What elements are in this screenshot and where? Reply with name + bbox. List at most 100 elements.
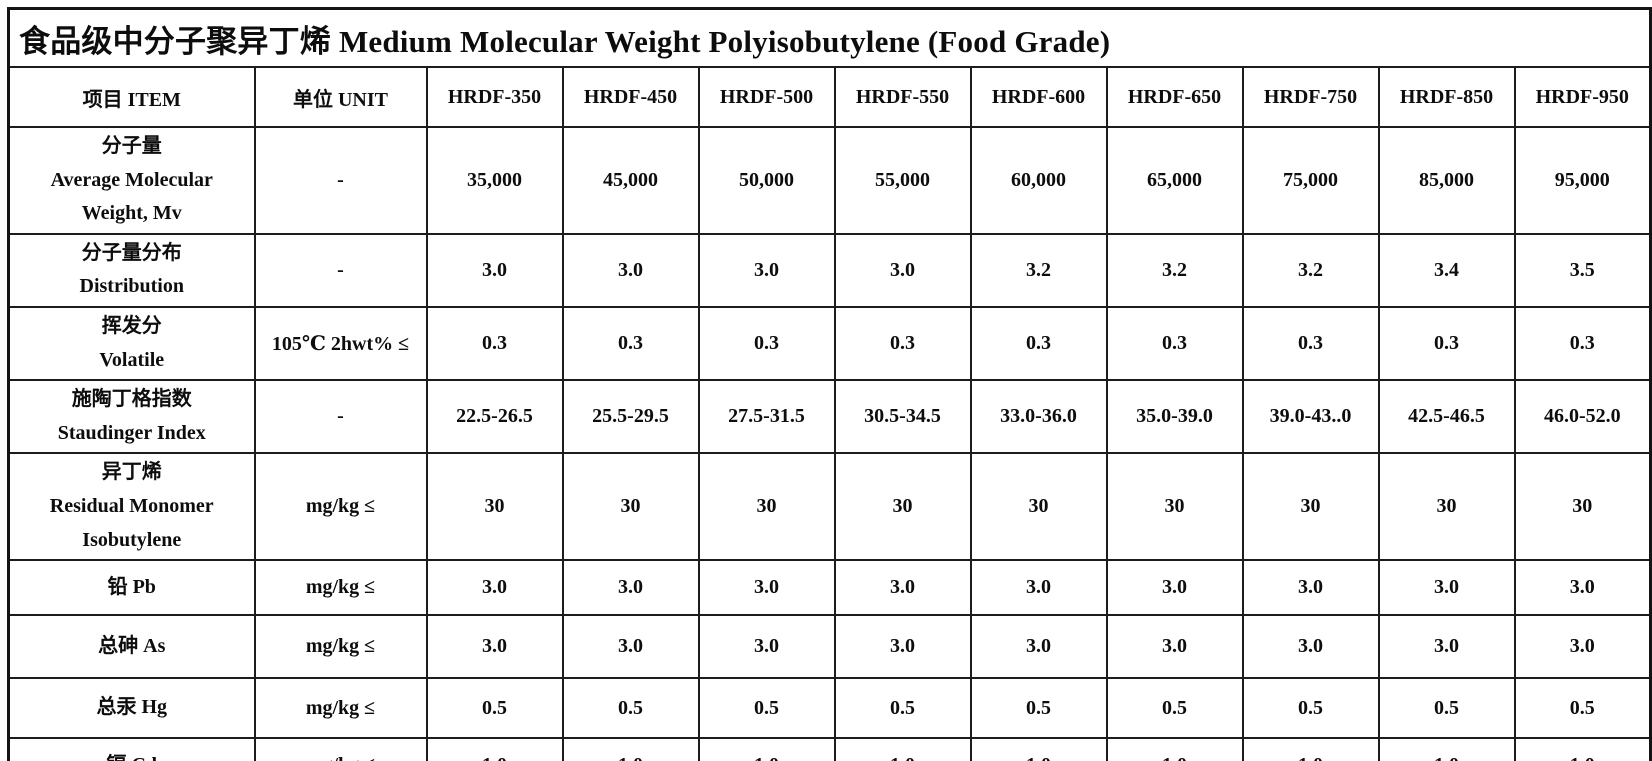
value-cell: 3.0 bbox=[697, 614, 836, 680]
value-cell: 3.0 bbox=[1377, 614, 1516, 680]
value-cell: 0.3 bbox=[1377, 305, 1516, 382]
table-row: 镉 Cdmg/kg ≤1.01.01.01.01.01.01.01.01.0 bbox=[7, 737, 1652, 761]
item-cell: 异丁烯 Residual Monomer Isobutylene bbox=[7, 452, 256, 562]
value-cell: 0.3 bbox=[697, 305, 836, 382]
unit-cell: - bbox=[253, 126, 428, 235]
value-cell: 3.0 bbox=[1513, 614, 1652, 680]
table-row: 总砷 As mg/kg ≤3.0 3.0 3.0 3.0 3.0 3.0 3.0 3.0 3.0 bbox=[7, 614, 1652, 680]
unit-cell: mg/kg ≤ bbox=[253, 452, 428, 562]
value-cell: 1.0 bbox=[561, 737, 700, 761]
title-row: 食品级中分子聚异丁烯 Medium Molecular Weight Polyi… bbox=[7, 7, 1652, 68]
unit-cell: 105℃ 2hwt% ≤ bbox=[253, 305, 428, 382]
column-header-1: 单位 UNIT bbox=[253, 66, 428, 128]
value-cell: 0.3 bbox=[1241, 305, 1380, 382]
value-cell: 35.0-39.0 bbox=[1105, 379, 1244, 455]
value-cell: 3.0 bbox=[833, 614, 972, 680]
value-cell: 3.4 bbox=[1377, 232, 1516, 308]
value-cell: 3.0 bbox=[561, 559, 700, 617]
value-cell: 45,000 bbox=[561, 126, 700, 235]
value-cell: 0.3 bbox=[561, 305, 700, 382]
value-cell: 30 bbox=[1241, 452, 1380, 562]
value-cell: 3.0 bbox=[561, 614, 700, 680]
item-label-line: 挥发分 bbox=[101, 314, 162, 337]
item-label-line: 施陶丁格指数 bbox=[71, 388, 192, 411]
value-cell: 0.3 bbox=[833, 305, 972, 382]
value-cell: 50,000 bbox=[697, 126, 836, 235]
column-header-2: HRDF-350 bbox=[425, 66, 564, 128]
table-row: 铅 Pb mg/kg ≤3.0 3.0 3.0 3.0 3.0 3.0 3.0 3.0 3.0 bbox=[7, 559, 1652, 617]
value-cell: 3.0 bbox=[1241, 559, 1380, 617]
value-cell: 42.5-46.5 bbox=[1377, 379, 1516, 455]
value-cell: 0.3 bbox=[1105, 305, 1244, 382]
column-header-6: HRDF-600 bbox=[969, 66, 1108, 128]
item-cell: 铅 Pb bbox=[7, 559, 256, 617]
value-cell: 1.0 bbox=[1105, 737, 1244, 761]
value-cell: 3.2 bbox=[1241, 232, 1380, 308]
value-cell: 27.5-31.5 bbox=[697, 379, 836, 455]
value-cell: 0.5 bbox=[425, 677, 564, 740]
item-label-line: Residual Monomer bbox=[49, 494, 214, 517]
header-row: 项目 ITEM 单位 UNIT HRDF-350 HRDF-450 HRDF-500 HR… bbox=[7, 66, 1652, 128]
value-cell: 3.0 bbox=[1377, 559, 1516, 617]
value-cell: 46.0-52.0 bbox=[1513, 379, 1652, 455]
item-label-line: Average Molecular bbox=[50, 168, 213, 191]
value-cell: 30 bbox=[425, 452, 564, 562]
item-label-line: 异丁烯 bbox=[101, 461, 162, 484]
column-header-4: HRDF-500 bbox=[697, 66, 836, 128]
item-cell: 分子量分布 Distribution bbox=[7, 232, 256, 308]
value-cell: 0.5 bbox=[1377, 677, 1516, 740]
item-label-line: 分子量 bbox=[101, 135, 162, 157]
column-header-7: HRDF-650 bbox=[1105, 66, 1244, 128]
unit-cell: mg/kg ≤ bbox=[253, 737, 428, 761]
value-cell: 30 bbox=[1105, 452, 1244, 562]
item-label-line: 铅 Pb bbox=[107, 575, 156, 598]
value-cell: 0.5 bbox=[697, 677, 836, 740]
value-cell: 30 bbox=[1377, 452, 1516, 562]
value-cell: 3.0 bbox=[1241, 614, 1380, 680]
value-cell: 3.0 bbox=[425, 614, 564, 680]
item-label-line: 总砷 As bbox=[98, 634, 166, 657]
value-cell: 30 bbox=[969, 452, 1108, 562]
table-row: 异丁烯 Residual Monomer Isobutylene mg/kg ≤30 3… bbox=[7, 452, 1652, 562]
item-cell: 挥发分 Volatile bbox=[7, 305, 256, 382]
unit-cell: - bbox=[253, 379, 428, 455]
value-cell: 3.2 bbox=[969, 232, 1108, 308]
spec-table: 食品级中分子聚异丁烯 Medium Molecular Weight Polyi… bbox=[7, 7, 1652, 761]
value-cell: 1.0 bbox=[1241, 737, 1380, 761]
value-cell: 30 bbox=[1513, 452, 1652, 562]
item-label-line: 分子量分布 bbox=[81, 241, 182, 264]
item-label-line: Volatile bbox=[99, 348, 165, 371]
value-cell: 30 bbox=[561, 452, 700, 562]
table-row: 分子量 Average Molecular Weight, Mv -35,000 45,… bbox=[7, 126, 1652, 235]
unit-cell: mg/kg ≤ bbox=[253, 559, 428, 617]
item-cell: 总砷 As bbox=[7, 614, 256, 680]
item-label-line: 总汞 Hg bbox=[96, 696, 168, 719]
column-header-3: HRDF-450 bbox=[561, 66, 700, 128]
unit-cell: mg/kg ≤ bbox=[253, 614, 428, 680]
value-cell: 39.0-43..0 bbox=[1241, 379, 1380, 455]
value-cell: 30.5-34.5 bbox=[833, 379, 972, 455]
value-cell: 22.5-26.5 bbox=[425, 379, 564, 455]
value-cell: 3.2 bbox=[1105, 232, 1244, 308]
page-title: 食品级中分子聚异丁烯 Medium Molecular Weight Polyi… bbox=[7, 7, 1652, 68]
value-cell: 1.0 bbox=[1513, 737, 1652, 761]
column-header-0: 项目 ITEM bbox=[7, 66, 256, 128]
value-cell: 60,000 bbox=[969, 126, 1108, 235]
value-cell: 35,000 bbox=[425, 126, 564, 235]
value-cell: 3.0 bbox=[833, 232, 972, 308]
column-header-5: HRDF-550 bbox=[833, 66, 972, 128]
value-cell: 3.0 bbox=[969, 559, 1108, 617]
value-cell: 1.0 bbox=[1377, 737, 1516, 761]
value-cell: 3.0 bbox=[425, 559, 564, 617]
value-cell: 25.5-29.5 bbox=[561, 379, 700, 455]
value-cell: 30 bbox=[833, 452, 972, 562]
unit-cell: - bbox=[253, 232, 428, 308]
value-cell: 1.0 bbox=[969, 737, 1108, 761]
value-cell: 0.5 bbox=[1513, 677, 1652, 740]
value-cell: 0.3 bbox=[425, 305, 564, 382]
value-cell: 0.3 bbox=[1513, 305, 1652, 382]
value-cell: 0.5 bbox=[1241, 677, 1380, 740]
value-cell: 3.0 bbox=[425, 232, 564, 308]
table-row: 分子量分布 Distribution -3.0 3.0 3.0 3.0 3.2 3.2 3.2 3… bbox=[7, 232, 1652, 308]
